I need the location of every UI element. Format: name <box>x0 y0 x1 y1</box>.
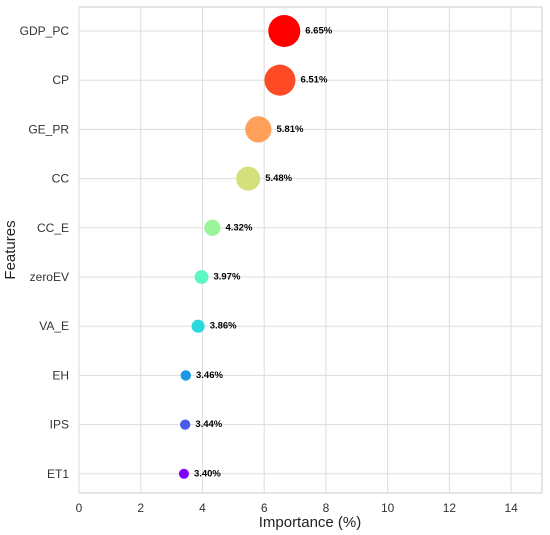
y-tick-label: ET1 <box>47 467 69 481</box>
data-point <box>245 116 272 143</box>
x-tick-labels: 0 2 4 6 8 10 12 14 <box>76 501 518 515</box>
x-tick-label: 10 <box>381 501 395 515</box>
y-tick-label: IPS <box>50 418 69 432</box>
data-label: 6.51% <box>300 75 327 86</box>
data-points <box>178 15 301 479</box>
plot-frame <box>78 6 543 494</box>
y-axis-title: Features <box>2 220 19 279</box>
data-point <box>180 419 191 430</box>
data-point <box>191 319 205 333</box>
data-point <box>180 370 192 381</box>
data-label: 3.46% <box>196 370 223 381</box>
data-label: 3.97% <box>213 272 240 283</box>
data-label: 5.81% <box>276 124 303 135</box>
x-tick-label: 2 <box>137 501 144 515</box>
data-labels: 6.65% 6.51% 5.81% 5.48% 4.32% 3.97% 3.86% 3.46%… <box>194 26 333 480</box>
data-point <box>178 468 189 479</box>
y-tick-label: GDP_PC <box>20 24 70 38</box>
data-label: 6.65% <box>305 26 332 37</box>
x-tick-label: 14 <box>504 501 518 515</box>
data-point <box>264 64 296 96</box>
y-tick-label: CC_E <box>37 221 69 235</box>
data-point <box>236 166 261 191</box>
x-tick-label: 8 <box>323 501 330 515</box>
data-label: 4.32% <box>225 222 252 233</box>
x-tick-label: 0 <box>76 501 83 515</box>
y-tick-label: EH <box>52 368 69 382</box>
data-label: 3.86% <box>210 321 237 332</box>
data-point <box>268 15 301 47</box>
y-tick-label: CP <box>52 73 69 87</box>
x-tick-label: 4 <box>199 501 206 515</box>
grid-lines <box>78 7 542 493</box>
x-tick-label: 6 <box>261 501 268 515</box>
x-tick-label: 12 <box>443 501 457 515</box>
y-tick-labels: GDP_PC CP GE_PR CC CC_E zeroEV VA_E EH IPS ET1 <box>20 24 70 481</box>
data-label: 3.40% <box>194 468 221 479</box>
x-axis-title: Importance (%) <box>259 514 362 531</box>
data-point <box>204 219 221 236</box>
data-label: 3.44% <box>195 419 222 430</box>
y-tick-label: CC <box>52 172 70 186</box>
data-label: 5.48% <box>265 173 292 184</box>
y-tick-label: zeroEV <box>30 270 69 284</box>
data-point <box>194 270 209 284</box>
y-tick-label: GE_PR <box>28 122 69 136</box>
y-tick-label: VA_E <box>39 319 69 333</box>
